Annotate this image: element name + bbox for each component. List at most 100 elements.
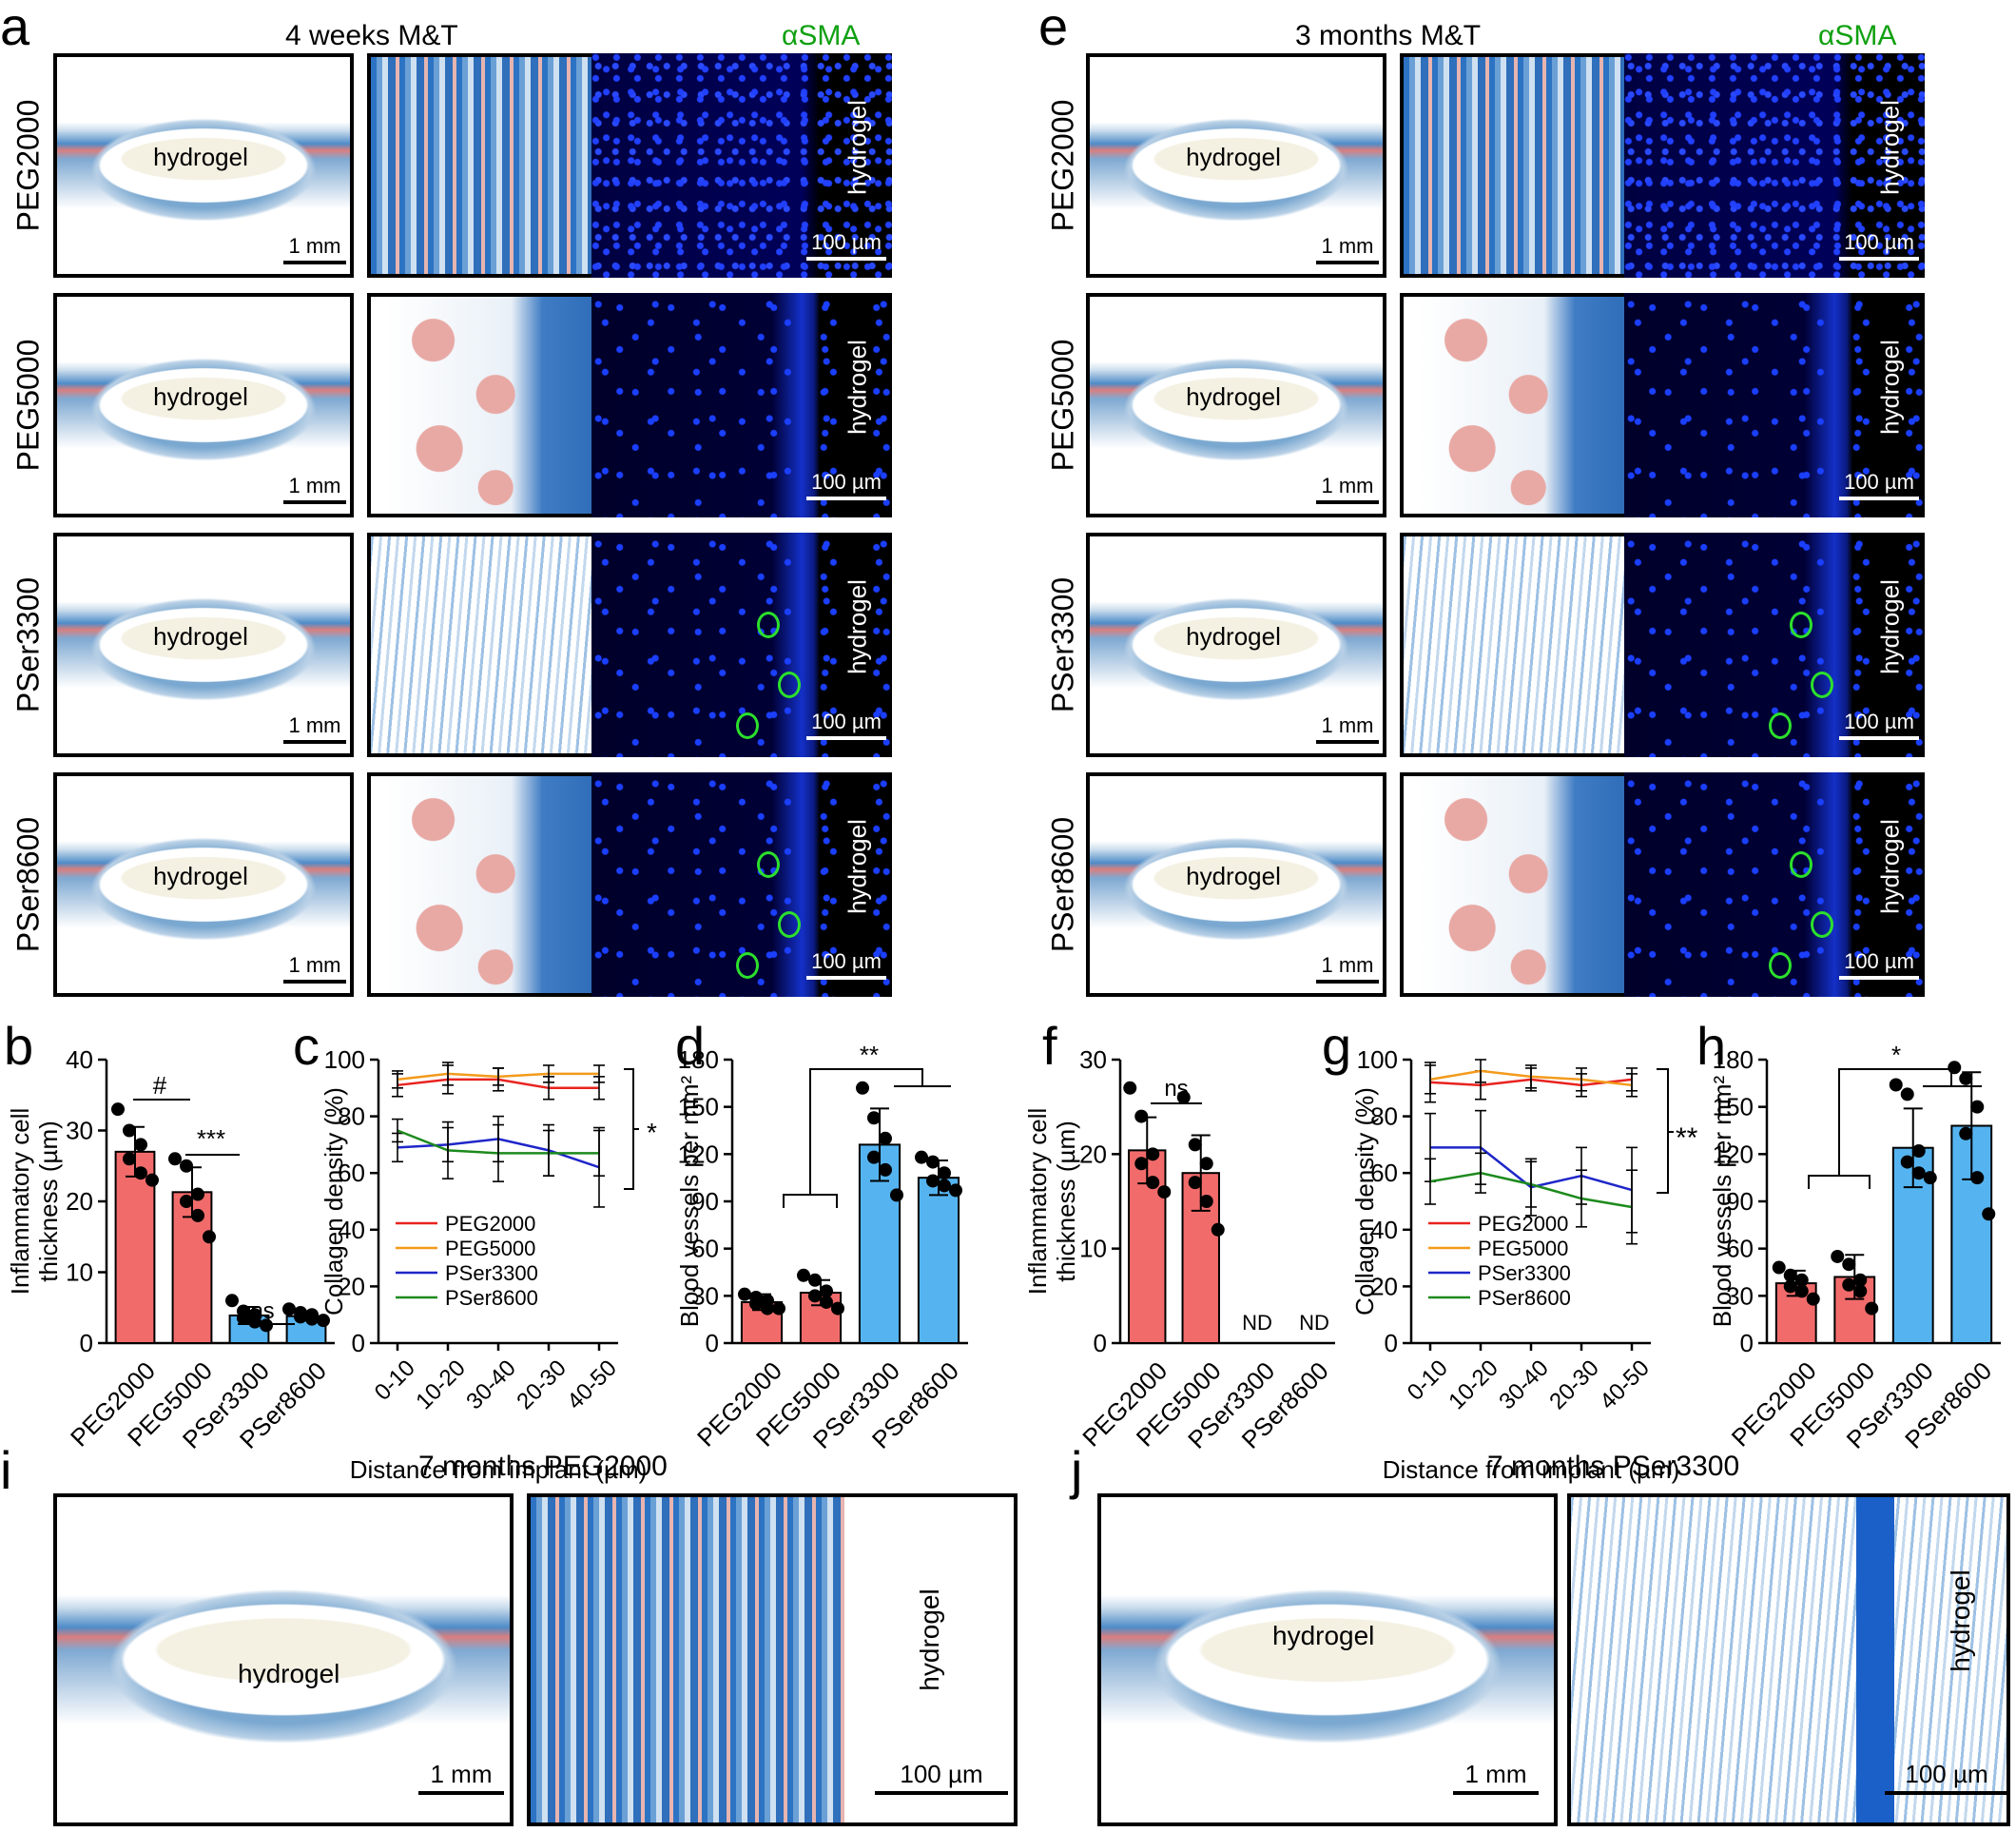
scale-bar-label: 1 mm	[1464, 1760, 1527, 1788]
bar	[917, 1177, 960, 1344]
scale-bar-label: 100 µm	[1844, 710, 1914, 733]
y-tick-label: 0	[1094, 1329, 1107, 1357]
y-axis-label: Inflammatory cell	[6, 1108, 34, 1296]
data-point	[1959, 1126, 1973, 1140]
fluorescence-image: hydrogel 100 µm	[591, 293, 892, 517]
data-point	[180, 1195, 193, 1208]
y-tick-label: 30	[691, 1281, 719, 1310]
scale-bar-label: 1 mm	[1321, 234, 1374, 258]
col-title-a-mt: 4 weeks M&T	[285, 20, 458, 51]
data-point	[123, 1123, 136, 1138]
y-tick-label: 120	[1713, 1140, 1754, 1168]
scale-bar-line	[806, 257, 886, 261]
scale-bar-label: 100 µm	[811, 710, 882, 733]
x-tick-label: 40-50	[1595, 1355, 1655, 1415]
y-tick-label: 60	[338, 1159, 365, 1187]
scale-bar-line	[1316, 500, 1379, 504]
scale-bar-label: 1 mm	[430, 1760, 493, 1788]
panel-letter-f: f	[1042, 1016, 1057, 1076]
data-point	[1794, 1284, 1809, 1298]
data-point	[856, 1081, 869, 1095]
y-tick-label: 60	[691, 1235, 719, 1263]
panel-letter-e: e	[1038, 0, 1069, 56]
low-mag-image: hydrogel 1 mm	[53, 533, 354, 757]
scale-bar-line	[1316, 740, 1379, 744]
x-tick-label: 10-20	[411, 1355, 471, 1415]
data-point	[1970, 1171, 1985, 1185]
panel-j-low-mag-image: hydrogel 1 mm	[1097, 1493, 1558, 1826]
y-axis-label: Inflammatory cell	[1023, 1108, 1052, 1296]
data-point	[1134, 1157, 1149, 1171]
data-point	[867, 1111, 881, 1125]
panel-letter-a: a	[0, 0, 30, 56]
data-point	[180, 1159, 193, 1173]
data-point	[879, 1131, 892, 1145]
scale-bar: 1 mm	[283, 713, 346, 744]
data-point	[890, 1188, 903, 1202]
hydrogel-label: hydrogel	[1186, 621, 1281, 651]
scale-bar-label: 1 mm	[288, 953, 341, 977]
data-point	[191, 1187, 204, 1201]
data-point	[820, 1295, 833, 1309]
data-point	[1842, 1257, 1856, 1272]
x-tick-label: 30-40	[461, 1355, 521, 1415]
data-point	[225, 1294, 239, 1308]
low-mag-image: hydrogel 1 mm	[1086, 293, 1386, 517]
data-point	[1889, 1078, 1903, 1092]
y-tick-label: 10	[66, 1258, 93, 1287]
data-point	[738, 1287, 751, 1301]
data-point	[260, 1318, 273, 1333]
legend-label: PEG2000	[1478, 1212, 1568, 1236]
data-point	[237, 1311, 250, 1325]
data-point	[1199, 1157, 1213, 1171]
data-point	[820, 1284, 833, 1298]
data-point	[1199, 1195, 1213, 1208]
data-point	[1853, 1284, 1868, 1298]
sma-vessel	[777, 911, 801, 939]
hydrogel-label: hydrogel	[153, 142, 248, 171]
scale-bar-line	[806, 976, 886, 980]
panel-letter-d: d	[675, 1016, 706, 1076]
y-tick-label: 90	[691, 1187, 719, 1216]
data-point	[1157, 1185, 1172, 1199]
y-tick-label: 30	[66, 1117, 93, 1145]
y-tick-label: 80	[338, 1102, 365, 1131]
scale-bar-label: 100 µm	[900, 1760, 983, 1788]
scale-bar-line	[806, 736, 886, 740]
y-tick-label: 0	[706, 1329, 719, 1357]
panel-j-title: 7 months PSer3300	[1487, 1451, 1740, 1482]
annotation: *	[647, 1118, 657, 1147]
data-point	[797, 1268, 810, 1282]
data-point	[134, 1166, 147, 1180]
sma-vessel	[756, 611, 780, 638]
sma-vessel	[1768, 711, 1792, 739]
y-tick-label: 60	[1370, 1159, 1398, 1187]
y-tick-label: 20	[1370, 1272, 1398, 1300]
fluorescence-image: hydrogel 100 µm	[591, 772, 892, 997]
data-point	[1146, 1147, 1160, 1161]
scale-bar: 100 µm	[1885, 1760, 2006, 1795]
legend-label: PEG2000	[445, 1212, 535, 1236]
y-axis-label: thickness (µm)	[34, 1121, 63, 1282]
scale-bar: 100 µm	[1839, 710, 1919, 740]
col-title-e-sma: αSMA	[1818, 20, 1897, 51]
data-point	[938, 1166, 951, 1180]
data-point	[938, 1179, 951, 1193]
annotation-bracket	[624, 1068, 639, 1190]
scale-bar-label: 1 mm	[288, 474, 341, 497]
scale-bar: 1 mm	[1316, 713, 1379, 744]
scale-bar: 100 µm	[806, 949, 886, 980]
scale-bar-label: 100 µm	[1905, 1760, 1988, 1788]
data-point	[808, 1289, 822, 1303]
scale-bar-label: 100 µm	[1844, 470, 1914, 494]
data-point	[926, 1155, 940, 1169]
y-tick-label: 0	[352, 1329, 365, 1357]
annotation: **	[860, 1041, 879, 1069]
y-tick-label: 10	[1079, 1235, 1107, 1263]
data-point	[1911, 1166, 1926, 1180]
panel-i-title: 7 months PEG2000	[418, 1451, 668, 1482]
scale-bar-line	[1839, 736, 1919, 740]
scale-bar-label: 1 mm	[288, 713, 341, 737]
legend-label: PSer3300	[1478, 1261, 1571, 1285]
data-point	[879, 1162, 892, 1177]
